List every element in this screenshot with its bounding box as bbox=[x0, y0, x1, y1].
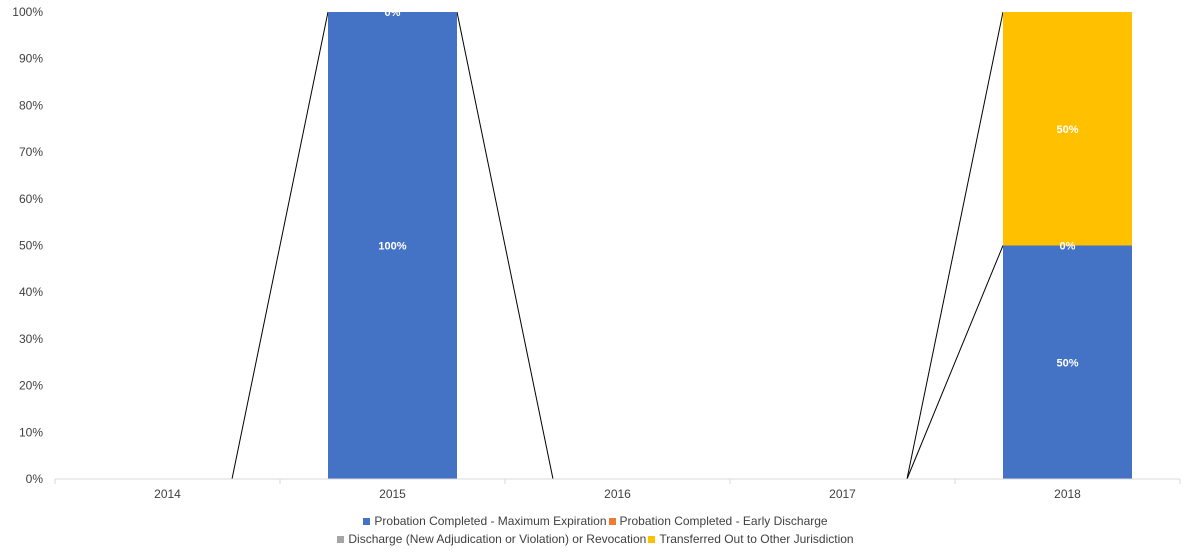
x-tick-label: 2017 bbox=[829, 487, 856, 501]
connector-line bbox=[906, 245, 1004, 480]
legend-item: Probation Completed - Early Discharge bbox=[608, 514, 828, 528]
bar-segment bbox=[328, 12, 457, 479]
x-tick-label: 2015 bbox=[379, 487, 406, 501]
y-tick-label: 30% bbox=[19, 332, 43, 346]
y-tick-label: 70% bbox=[19, 145, 43, 159]
legend-swatch bbox=[337, 535, 345, 543]
legend-label: Discharge (New Adjudication or Violation… bbox=[348, 532, 647, 546]
data-label: 50% bbox=[1056, 124, 1078, 136]
legend: Probation Completed - Maximum Expiration… bbox=[0, 512, 1191, 548]
bar-segment bbox=[1003, 12, 1132, 246]
y-tick-label: 60% bbox=[19, 192, 43, 206]
bars bbox=[328, 12, 1132, 479]
legend-row: Probation Completed - Maximum Expiration… bbox=[0, 512, 1191, 530]
bar-segment bbox=[1003, 245, 1132, 479]
y-tick-label: 0% bbox=[26, 472, 44, 486]
data-label: 100% bbox=[378, 241, 406, 253]
legend-label: Transferred Out to Other Jurisdiction bbox=[659, 532, 854, 546]
data-label: 0% bbox=[385, 7, 401, 19]
legend-label: Probation Completed - Maximum Expiration bbox=[374, 514, 607, 528]
legend-swatch bbox=[608, 517, 616, 525]
x-tick-label: 2018 bbox=[1054, 487, 1081, 501]
y-tick-label: 50% bbox=[19, 239, 43, 253]
y-tick-label: 80% bbox=[19, 98, 43, 112]
connector-line bbox=[906, 11, 1004, 480]
legend-item: Discharge (New Adjudication or Violation… bbox=[337, 532, 646, 546]
legend-item: Probation Completed - Maximum Expiration bbox=[363, 514, 607, 528]
legend-swatch bbox=[363, 517, 371, 525]
x-tick-label: 2016 bbox=[604, 487, 631, 501]
legend-item: Transferred Out to Other Jurisdiction bbox=[648, 532, 854, 546]
y-tick-label: 100% bbox=[12, 5, 43, 19]
x-tick-label: 2014 bbox=[154, 487, 181, 501]
data-label: 0% bbox=[1060, 241, 1076, 253]
y-tick-label: 90% bbox=[19, 52, 43, 66]
axes: 2014 2015 2016 2017 2018 0% 10% 20% 30% 40% 50% 60%… bbox=[12, 5, 1181, 501]
data-label: 50% bbox=[1056, 357, 1078, 369]
legend-label: Probation Completed - Early Discharge bbox=[619, 514, 828, 528]
legend-row: Discharge (New Adjudication or Violation… bbox=[0, 530, 1191, 548]
connector-line bbox=[456, 11, 554, 480]
y-tick-label: 10% bbox=[19, 425, 43, 439]
data-labels: 100% 0% 50% 0% 50% bbox=[378, 7, 1078, 369]
connector-line bbox=[231, 11, 329, 480]
legend-swatch bbox=[648, 535, 656, 543]
y-tick-label: 20% bbox=[19, 379, 43, 393]
y-tick-label: 40% bbox=[19, 285, 43, 299]
